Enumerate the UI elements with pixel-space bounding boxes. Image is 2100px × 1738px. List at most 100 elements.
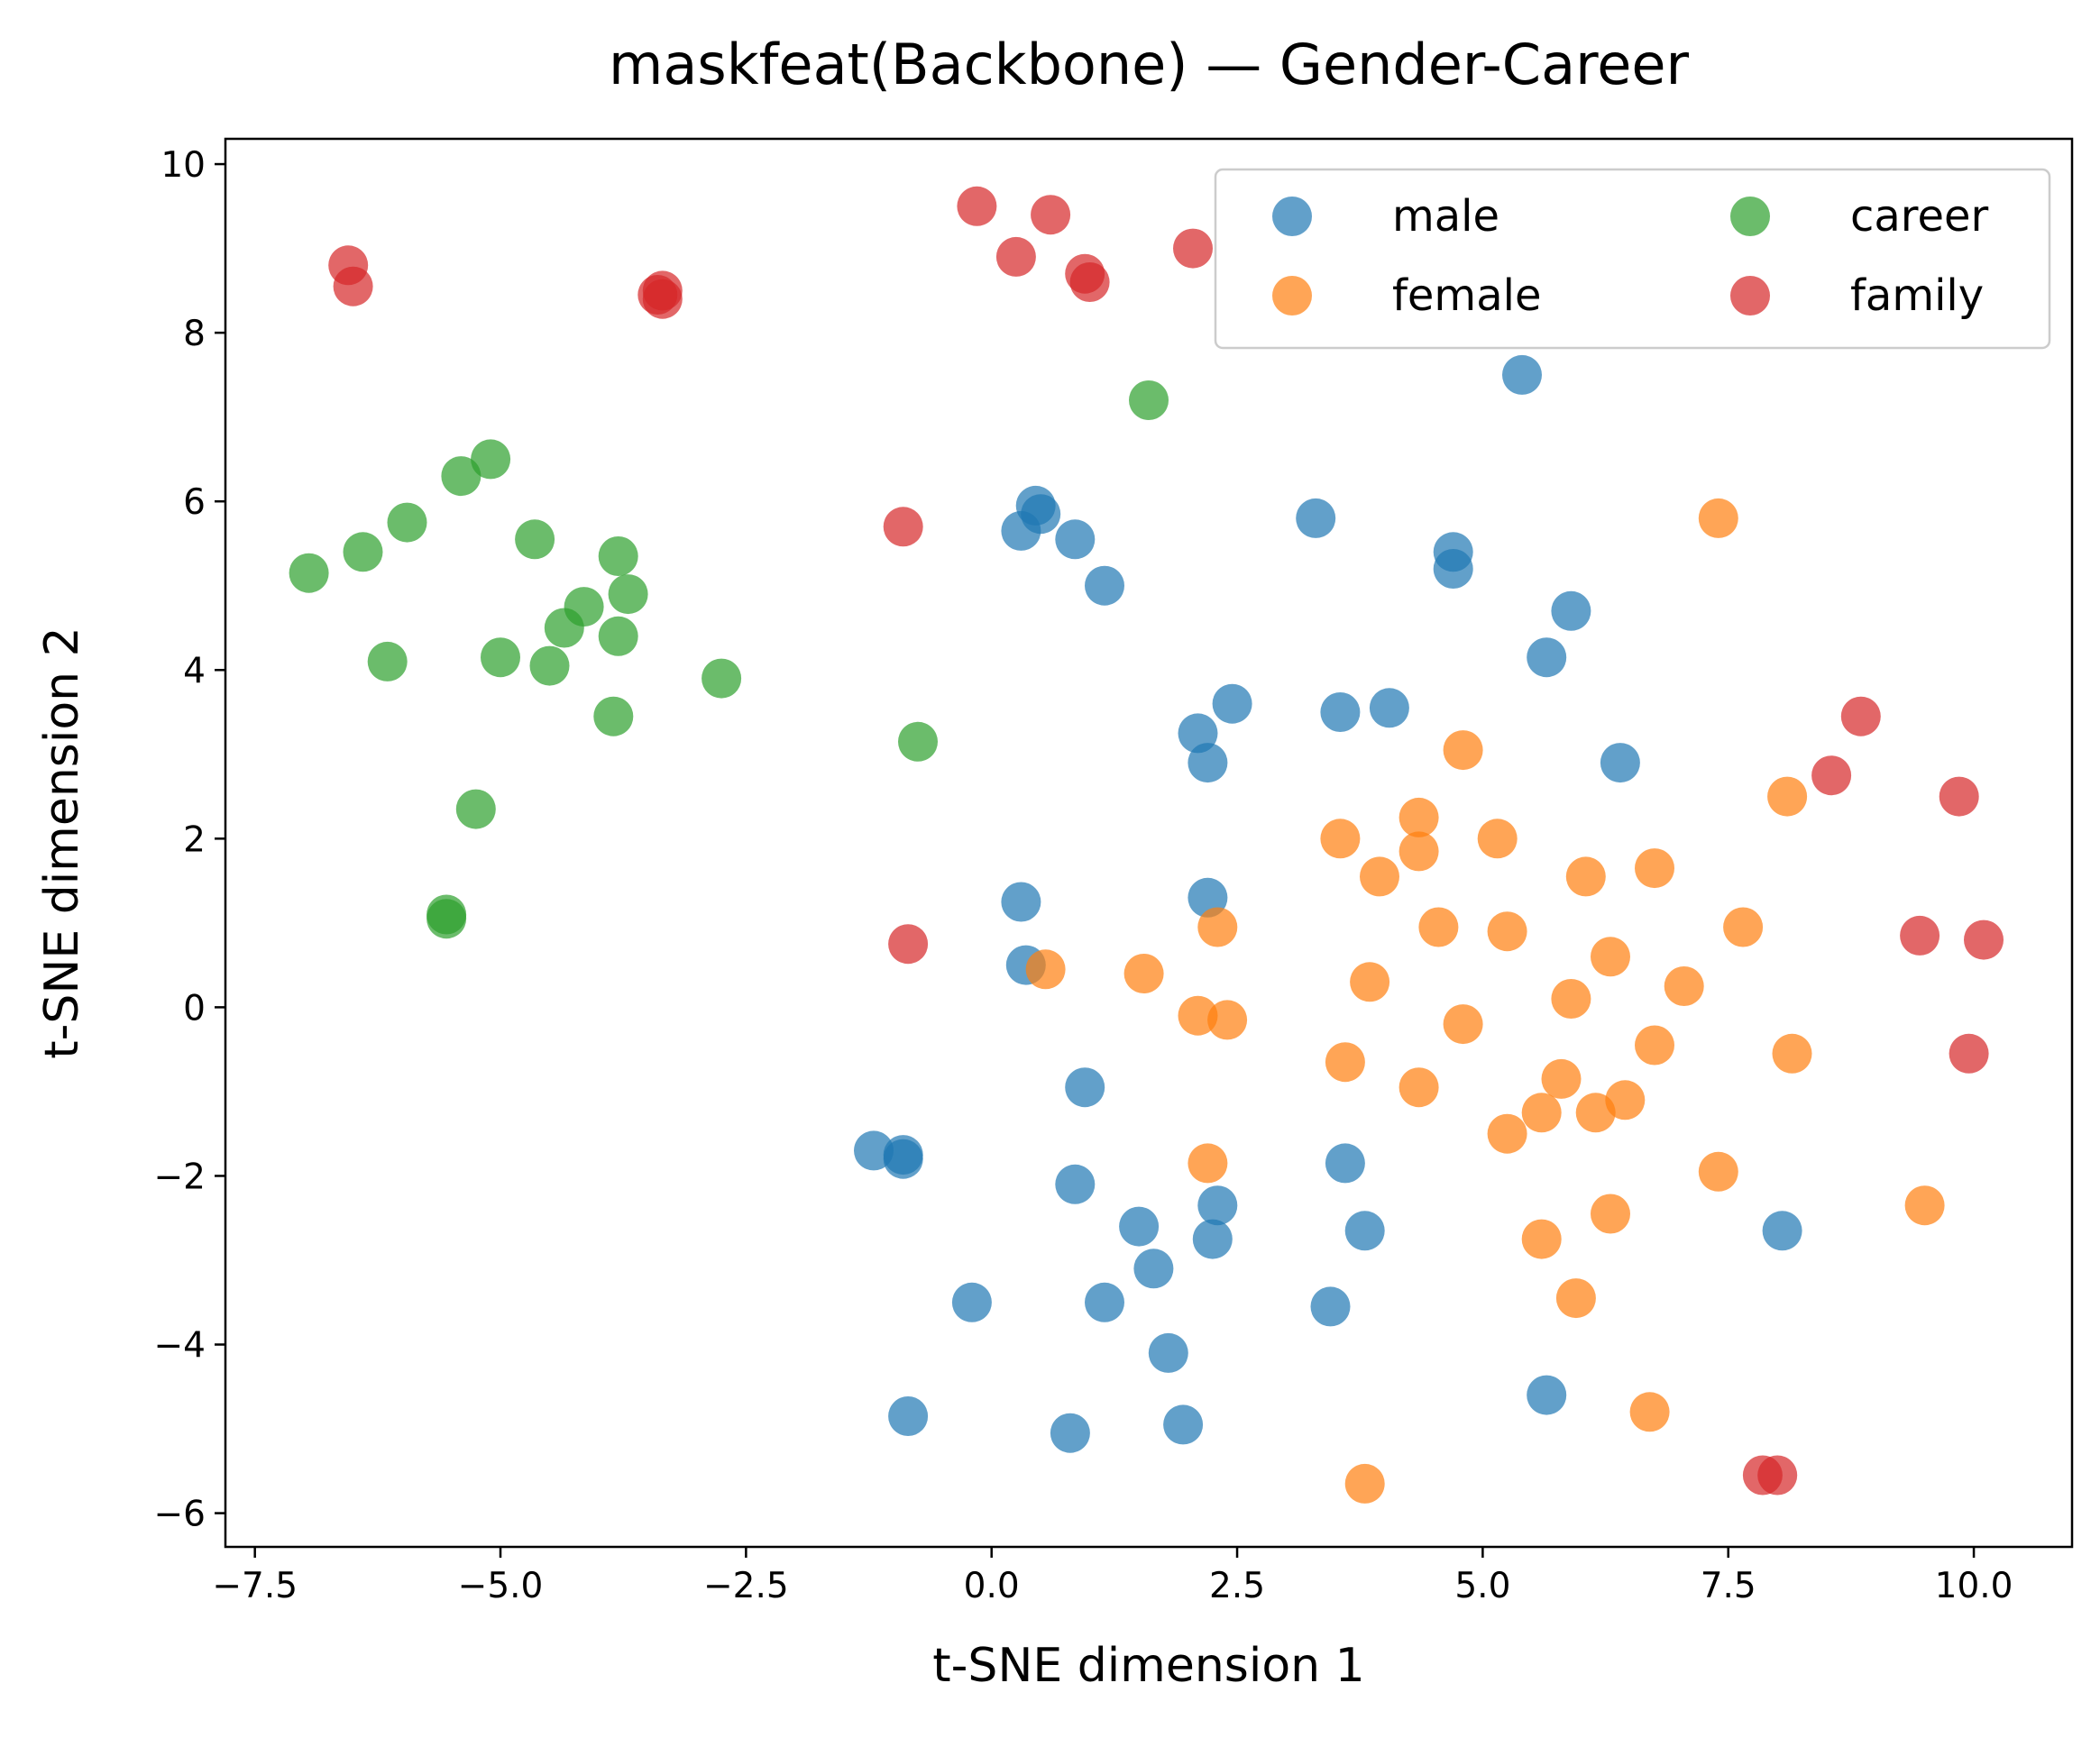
point-male (1148, 1332, 1188, 1373)
point-female (1320, 819, 1361, 859)
y-tick-label: 0 (183, 988, 206, 1029)
point-family (1900, 915, 1940, 956)
point-female (1344, 1463, 1385, 1504)
point-career (593, 696, 634, 736)
series-career (289, 380, 1169, 939)
point-male (1085, 1282, 1124, 1322)
point-female (1521, 1219, 1562, 1259)
point-female (1772, 1033, 1812, 1074)
point-female (1398, 831, 1439, 872)
point-family (333, 266, 373, 306)
plot-frame (224, 137, 2074, 1549)
point-male (1344, 1211, 1385, 1251)
point-career (529, 645, 570, 686)
point-family (1069, 262, 1110, 302)
legend-marker-family (1730, 276, 1770, 316)
point-family (1031, 195, 1071, 235)
y-tick-label: 8 (183, 314, 206, 354)
point-career (608, 574, 648, 615)
point-female (1565, 856, 1606, 897)
legend-label-family: family (1850, 270, 1984, 321)
x-tick-label: 2.5 (1209, 1566, 1265, 1606)
series-female (1025, 498, 1945, 1504)
point-male (1055, 519, 1096, 560)
point-male (1551, 590, 1591, 631)
point-female (1123, 954, 1164, 993)
point-female (1555, 1278, 1596, 1319)
point-female (1443, 730, 1483, 771)
point-family (1949, 1033, 1989, 1074)
x-tick-label: 0.0 (964, 1566, 1020, 1606)
point-female (1591, 937, 1630, 977)
point-career (426, 899, 467, 939)
point-male (1212, 683, 1252, 724)
y-tick-label: −6 (154, 1495, 206, 1535)
y-tick-label: 6 (183, 482, 206, 523)
legend-label-career: career (1850, 191, 1989, 242)
point-female (1188, 1143, 1228, 1184)
point-female (1398, 797, 1439, 837)
point-family (883, 507, 923, 547)
point-female (1207, 1000, 1248, 1040)
point-female (1541, 1058, 1582, 1099)
point-male (1001, 882, 1041, 922)
point-family (1811, 755, 1852, 796)
legend-marker-female (1272, 276, 1312, 316)
point-career (471, 439, 511, 480)
x-tick-label: 10.0 (1935, 1566, 2013, 1606)
point-family (1757, 1455, 1798, 1496)
y-tick-label: 2 (183, 819, 206, 860)
point-family (957, 186, 997, 226)
point-female (1723, 907, 1764, 947)
point-female (1487, 1113, 1527, 1154)
y-tick-label: 10 (160, 145, 206, 186)
series-family (328, 186, 2004, 1496)
point-female (1325, 1042, 1365, 1083)
point-male (951, 1282, 992, 1322)
point-female (1197, 907, 1238, 947)
point-female (1350, 962, 1390, 1002)
point-male (1762, 1211, 1802, 1251)
y-tick-label: −2 (154, 1157, 206, 1197)
point-female (1591, 1194, 1630, 1234)
point-male (1369, 688, 1409, 728)
point-male (1320, 692, 1361, 732)
point-male (1527, 1375, 1567, 1415)
x-axis-label: t-SNE dimension 1 (932, 1639, 1364, 1693)
point-female (1443, 1004, 1483, 1045)
point-career (898, 721, 938, 762)
point-career (387, 502, 427, 543)
x-tick-label: −7.5 (212, 1566, 298, 1606)
point-family (1173, 228, 1213, 269)
x-axis-ticks: −7.5 −5.0 −2.5 0.0 2.5 5.0 7.5 10.0 (212, 1547, 2013, 1606)
point-career (515, 519, 555, 560)
point-family (1939, 776, 1979, 817)
point-female (1635, 1025, 1674, 1066)
point-career (598, 536, 638, 576)
point-male (883, 1139, 923, 1179)
x-tick-label: −5.0 (458, 1566, 544, 1606)
legend-marker-male (1272, 197, 1312, 236)
x-tick-label: 5.0 (1454, 1566, 1510, 1606)
legend-label-male: male (1392, 191, 1499, 242)
point-male (1119, 1206, 1160, 1247)
point-male (1192, 1219, 1233, 1259)
y-axis-label: t-SNE dimension 2 (35, 627, 89, 1058)
point-career (481, 637, 520, 678)
point-male (1600, 743, 1640, 783)
point-male (1133, 1249, 1174, 1289)
point-family (642, 270, 683, 311)
chart-title: maskfeat(Backbone) — Gender-Career (609, 32, 1689, 97)
point-female (1418, 907, 1459, 947)
point-female (1521, 1093, 1562, 1133)
point-female (1904, 1185, 1945, 1226)
point-male (1188, 743, 1228, 783)
point-female (1698, 1151, 1738, 1192)
point-male (1433, 549, 1473, 589)
point-female (1698, 498, 1738, 538)
point-female (1360, 856, 1399, 897)
point-career (455, 789, 496, 829)
series-male (854, 354, 1802, 1453)
point-male (1502, 354, 1542, 395)
point-male (1527, 637, 1567, 678)
